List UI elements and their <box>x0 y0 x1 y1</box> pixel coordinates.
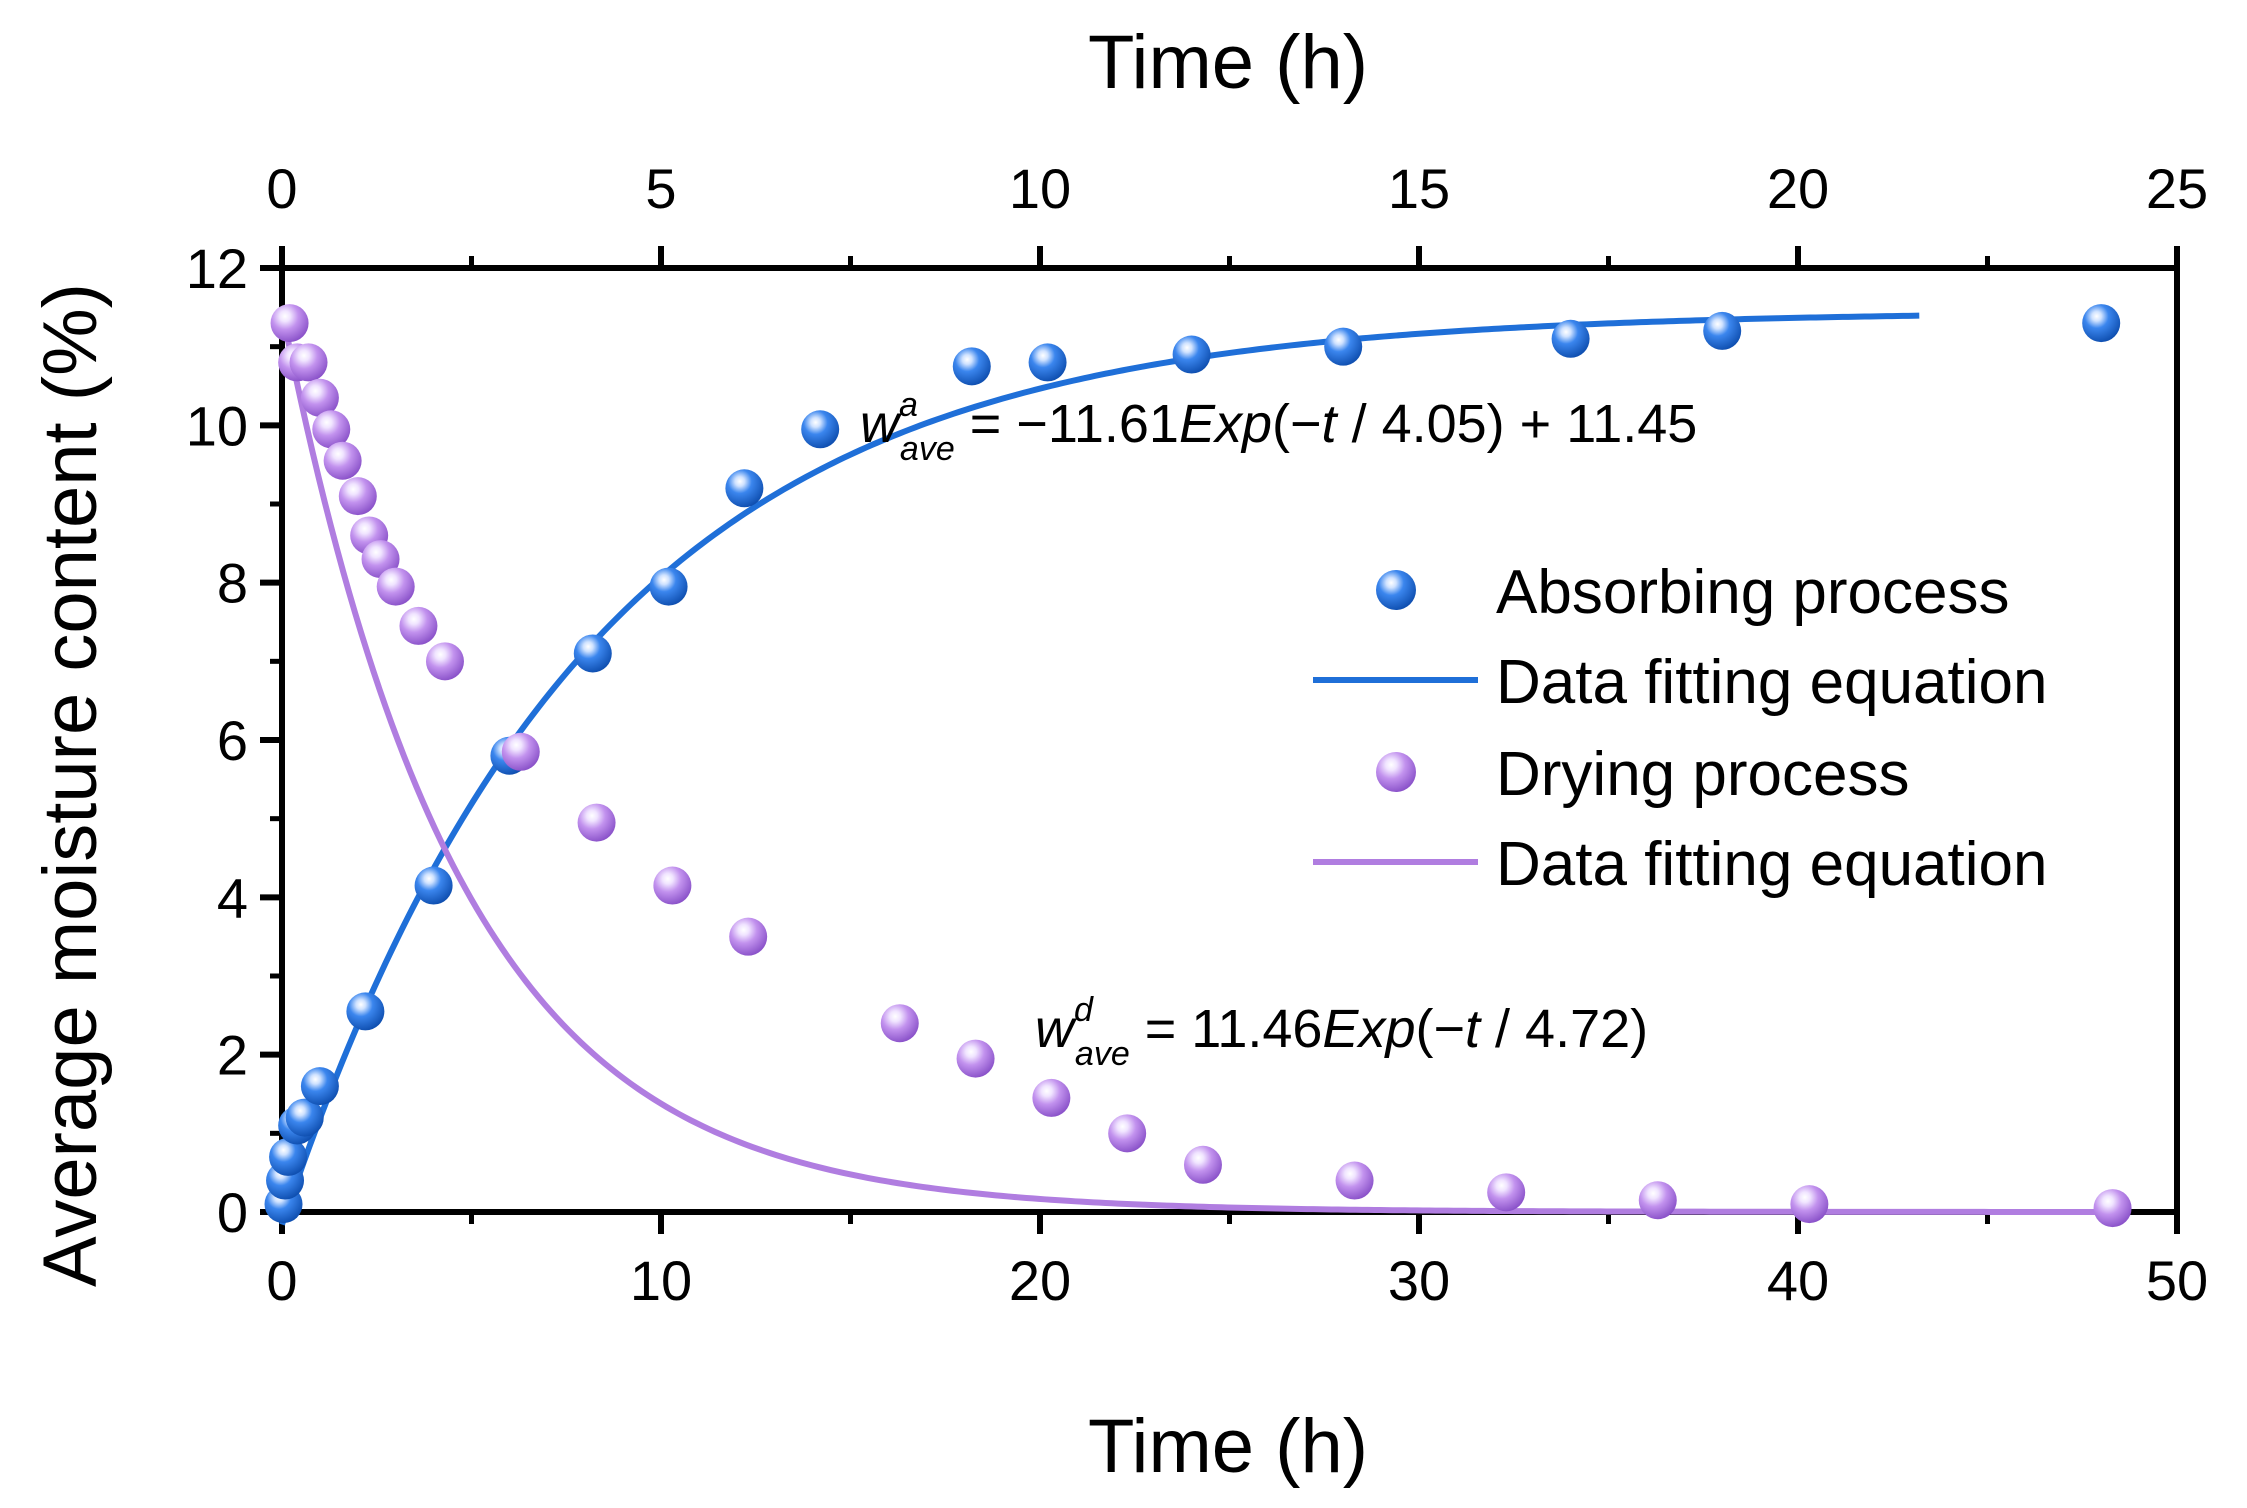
absorbing-point <box>414 866 453 905</box>
x-axis-title-top: Time (h) <box>1088 20 1368 105</box>
drying-point <box>323 441 362 480</box>
absorbing-point <box>300 1067 339 1106</box>
drying-point <box>1335 1161 1374 1200</box>
bottom-tick-label: 40 <box>1767 1249 1829 1312</box>
bottom-tick-label: 50 <box>2146 1249 2208 1312</box>
drying-point <box>270 304 309 343</box>
left-tick-label: 10 <box>186 394 248 457</box>
legend-label-drying-fit: Data fitting equation <box>1496 830 2048 899</box>
absorbing-point <box>1551 319 1590 358</box>
left-tick-label: 0 <box>217 1181 248 1244</box>
drying-point <box>880 1004 919 1043</box>
drying-point <box>1183 1145 1222 1184</box>
absorbing-fit-curve <box>279 312 1920 1226</box>
bottom-axis: 0 10 20 30 40 50 <box>266 1212 2208 1312</box>
bottom-tick-label: 10 <box>630 1249 692 1312</box>
drying-point <box>300 378 339 417</box>
left-tick-label: 2 <box>217 1024 248 1087</box>
absorbing-point <box>801 410 840 449</box>
legend-label-absorbing-fit: Data fitting equation <box>1496 648 2048 717</box>
bottom-tick-label: 0 <box>266 1249 297 1312</box>
drying-point <box>376 567 415 606</box>
absorbing-equation: wa ave = −11.61Exp(−t / 4.05) + 11.45 <box>860 386 1697 468</box>
absorbing-point <box>649 567 688 606</box>
bottom-tick-label: 30 <box>1388 1249 1450 1312</box>
drying-point <box>501 732 540 771</box>
left-tick-label: 8 <box>217 552 248 615</box>
absorbing-point <box>346 992 385 1031</box>
absorbing-point <box>1028 343 1067 382</box>
top-axis: 0 5 10 15 20 25 <box>266 157 2208 268</box>
data-points <box>264 304 2132 1228</box>
legend-marker-absorbing <box>1376 570 1416 610</box>
absorbing-point <box>1324 327 1363 366</box>
legend-label-absorbing: Absorbing process <box>1496 558 2010 627</box>
drying-equation: wd ave = 11.46Exp(−t / 4.72) <box>1035 991 1648 1073</box>
absorbing-point <box>725 469 764 508</box>
absorbing-point <box>952 347 991 386</box>
top-tick-label: 20 <box>1767 157 1829 220</box>
absorbing-point <box>269 1137 308 1176</box>
drying-point <box>1108 1114 1147 1153</box>
legend-marker-drying <box>1376 752 1416 792</box>
left-tick-label: 12 <box>186 237 248 300</box>
y-axis-title: Average moisture content (%) <box>28 283 113 1287</box>
drying-point <box>653 866 692 905</box>
drying-point <box>425 642 464 681</box>
absorbing-point <box>1172 335 1211 374</box>
absorbing-point <box>1703 311 1742 350</box>
absorbing-point <box>2082 304 2121 343</box>
drying-point <box>312 410 351 449</box>
drying-point <box>956 1039 995 1078</box>
drying-point <box>577 803 616 842</box>
x-axis-title-bottom: Time (h) <box>1088 1404 1368 1489</box>
top-tick-label: 10 <box>1009 157 1071 220</box>
drying-point <box>399 606 438 645</box>
absorbing-point <box>285 1098 324 1137</box>
legend-label-drying: Drying process <box>1496 740 1909 809</box>
absorbing-point <box>573 634 612 673</box>
drying-point <box>729 917 768 956</box>
drying-point <box>289 343 328 382</box>
top-tick-label: 25 <box>2146 157 2208 220</box>
legend: Absorbing process Data fitting equation … <box>1313 558 2048 899</box>
top-tick-label: 0 <box>266 157 297 220</box>
bottom-tick-label: 20 <box>1009 1249 1071 1312</box>
left-tick-label: 4 <box>217 866 248 929</box>
drying-point <box>2093 1189 2132 1228</box>
top-tick-label: 5 <box>645 157 676 220</box>
drying-point <box>1790 1185 1829 1224</box>
top-tick-label: 15 <box>1388 157 1450 220</box>
left-axis: 0 2 4 6 8 10 12 <box>186 237 282 1244</box>
drying-point <box>338 477 377 516</box>
drying-point <box>1032 1078 1071 1117</box>
drying-point <box>1487 1173 1526 1212</box>
left-tick-label: 6 <box>217 709 248 772</box>
drying-point <box>1638 1181 1677 1220</box>
